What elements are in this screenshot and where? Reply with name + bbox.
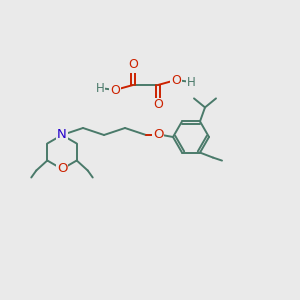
- Text: H: H: [187, 76, 195, 88]
- Text: H: H: [96, 82, 104, 94]
- Text: O: O: [128, 58, 138, 71]
- Text: O: O: [110, 83, 120, 97]
- Text: O: O: [153, 98, 163, 112]
- Text: O: O: [153, 128, 163, 142]
- Text: N: N: [57, 128, 67, 142]
- Text: O: O: [171, 74, 181, 86]
- Text: O: O: [57, 163, 67, 176]
